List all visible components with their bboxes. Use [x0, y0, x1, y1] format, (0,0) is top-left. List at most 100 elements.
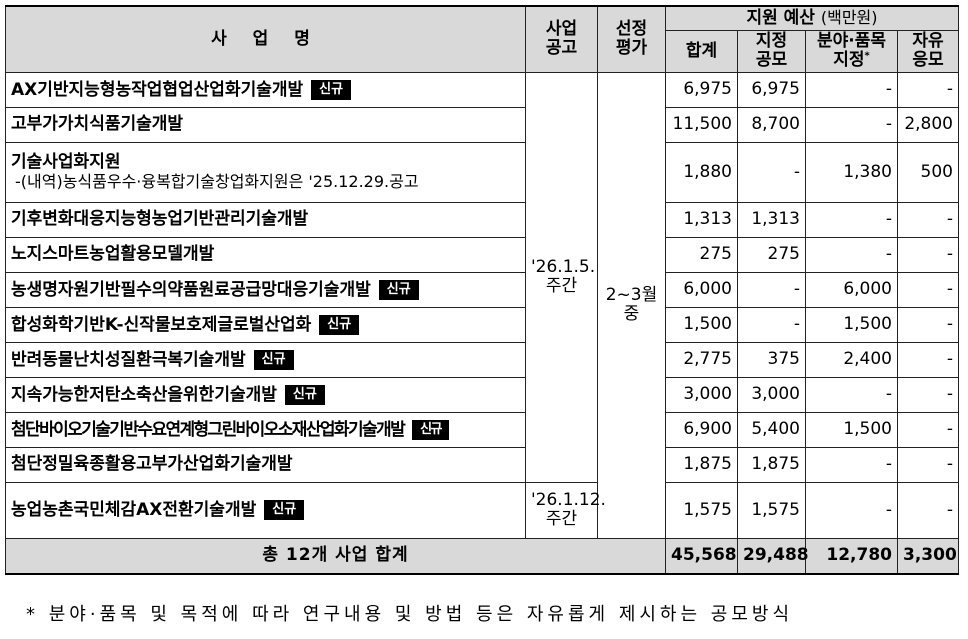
- announcement-cell: '26.1.12. 주간: [525, 481, 606, 539]
- budget-free-cell: -: [897, 446, 959, 483]
- project-name-cell: 기후변화대응지능형농업기반관리기술개발: [5, 201, 526, 238]
- project-name-cell: 첨단정밀육종활용고부가산업화기술개발: [5, 446, 526, 483]
- project-name: 노지스마트농업활용모델개발: [11, 244, 215, 264]
- project-name-cell: 노지스마트농업활용모델개발: [5, 236, 526, 273]
- budget-field-item-cell: -: [805, 446, 898, 483]
- budget-field-item-cell: 1,500: [805, 411, 898, 448]
- project-name: 합성화학기반K-신작물보호제글로벌산업화: [11, 314, 312, 335]
- budget-total-cell: 1,875: [665, 446, 738, 483]
- footnote: * 분야·품목 및 목적에 따라 연구내용 및 방법 등은 자유롭게 제시하는 …: [26, 604, 794, 625]
- budget-total-cell: 1,575: [665, 481, 738, 539]
- project-name-cell: 농업농촌국민체감AX전환기술개발 신규: [5, 481, 526, 539]
- project-name: 지속가능한저탄소축산을위한기술개발: [11, 384, 277, 405]
- budget-total-cell: 11,500: [665, 106, 738, 143]
- budget-free-cell: -: [897, 341, 959, 378]
- total-designated-cell: 29,488: [737, 537, 809, 575]
- project-sub-note: -(내역)농식품우수·융복합기술창업화지원은 '25.12.29.공고: [15, 172, 419, 191]
- budget-free-cell: -: [897, 481, 959, 539]
- table-row: 기술사업화지원 -(내역)농식품우수·융복합기술창업화지원은 '25.12.29.…: [5, 141, 959, 203]
- project-name-cell: 합성화학기반K-신작물보호제글로벌산업화 신규: [5, 306, 526, 343]
- announcement-cell: '26.1.5. 주간: [525, 71, 598, 483]
- budget-designated-cell: 5,400: [737, 411, 806, 448]
- budget-total-cell: 1,880: [665, 141, 738, 203]
- project-name-cell: 첨단바이오기술기반수요연계형그린바이오소재산업화기술개발 신규: [5, 411, 526, 448]
- budget-total-cell: 6,900: [665, 411, 738, 448]
- budget-designated-cell: 6,975: [737, 71, 806, 108]
- evaluation-cell: 2~3월 중: [597, 71, 666, 539]
- project-name: 농업농촌국민체감AX전환기술개발: [11, 500, 257, 520]
- budget-total-cell: 6,000: [665, 271, 738, 308]
- budget-field-item-cell: -: [805, 376, 898, 413]
- budget-free-cell: -: [897, 71, 959, 108]
- budget-designated-cell: 3,000: [737, 376, 806, 413]
- project-name-cell: 지속가능한저탄소축산을위한기술개발 신규: [5, 376, 526, 413]
- table-row: AX기반지능형농작업협업산업화기술개발 신규 '26.1.5. 주간 2~3월 중 6,97…: [5, 71, 959, 539]
- budget-free-cell: -: [897, 376, 959, 413]
- table-row: 농업농촌국민체감AX전환기술개발 신규 '26.1.12. 주간 1,575 1,575-…: [5, 481, 959, 539]
- project-name-cell: 고부가가치식품기술개발: [5, 106, 526, 143]
- table-row: 지속가능한저탄소축산을위한기술개발 신규 3,000 3,000- -: [5, 376, 959, 413]
- total-free-cell: 3,300: [897, 537, 959, 575]
- budget-designated-cell: 375: [737, 341, 806, 378]
- budget-total-cell: 2,775: [665, 341, 738, 378]
- new-badge: 신규: [264, 500, 305, 520]
- total-label: 총 12개 사업 합계: [5, 537, 666, 575]
- header-project-name: 사 업 명: [5, 5, 526, 73]
- header-budget-unit: (백만원): [820, 8, 878, 28]
- table-row: 농생명자원기반필수의약품원료공급망대응기술개발 신규 6,000-6,000-: [5, 271, 959, 308]
- project-name: 기술사업화지원: [11, 152, 121, 172]
- total-total-cell: 45,568: [665, 537, 738, 575]
- table-row: 첨단바이오기술기반수요연계형그린바이오소재산업화기술개발 신규 6,900 5,400…: [5, 411, 959, 448]
- project-name: 고부가가치식품기술개발: [11, 114, 184, 134]
- budget-field-item-cell: -: [805, 236, 898, 273]
- budget-field-item-cell: -: [805, 71, 898, 108]
- budget-field-item-cell: -: [805, 106, 898, 143]
- budget-designated-cell: -: [737, 141, 806, 203]
- project-name: 첨단바이오기술기반수요연계형그린바이오소재산업화기술개발: [11, 419, 406, 440]
- header-designated: 지정 공모: [737, 29, 806, 73]
- budget-total-cell: 1,313: [665, 201, 738, 238]
- budget-designated-cell: 8,700: [737, 106, 806, 143]
- budget-table: 사 업 명 사업 공고 선정 평가 지원 예산 (백만원) 합계 지정 공모 분야·품…: [5, 5, 959, 575]
- budget-field-item-cell: 6,000: [805, 271, 898, 308]
- table-row: 기후변화대응지능형농업기반관리기술개발 1,313 1,313- -: [5, 201, 959, 238]
- project-name-cell: 반려동물난치성질환극복기술개발 신규: [5, 341, 526, 378]
- budget-total-cell: 275: [665, 236, 738, 273]
- project-name-cell: AX기반지능형농작업협업산업화기술개발 신규: [5, 71, 526, 108]
- project-name: AX기반지능형농작업협업산업화기술개발: [11, 79, 304, 100]
- table-row: 반려동물난치성질환극복기술개발 신규 2,775 375 2,400-: [5, 341, 959, 378]
- table-row: 고부가가치식품기술개발 11,500 8,700-2,800: [5, 106, 959, 143]
- budget-field-item-cell: 1,380: [805, 141, 898, 203]
- header-free: 자유 응모: [897, 29, 959, 73]
- budget-designated-cell: -: [737, 271, 806, 308]
- budget-designated-cell: 275: [737, 236, 806, 273]
- new-badge: 신규: [311, 79, 352, 100]
- header-evaluation: 선정 평가: [597, 5, 666, 73]
- new-badge: 신규: [284, 384, 325, 405]
- budget-designated-cell: 1,575: [737, 481, 806, 539]
- new-badge: 신규: [412, 419, 449, 440]
- budget-free-cell: 500: [897, 141, 959, 203]
- budget-designated-cell: 1,313: [737, 201, 806, 238]
- budget-free-cell: -: [897, 271, 959, 308]
- budget-field-item-cell: -: [805, 481, 898, 539]
- project-name-cell: 기술사업화지원 -(내역)농식품우수·융복합기술창업화지원은 '25.12.29.…: [5, 141, 526, 203]
- budget-total-cell: 1,500: [665, 306, 738, 343]
- table-row: 첨단정밀육종활용고부가산업화기술개발 1,875 1,875- -: [5, 446, 959, 483]
- budget-free-cell: -: [897, 306, 959, 343]
- total-row: 총 12개 사업 합계 45,568 29,488 12,780 3,300: [5, 537, 959, 575]
- budget-field-item-cell: 1,500: [805, 306, 898, 343]
- project-name: 농생명자원기반필수의약품원료공급망대응기술개발: [11, 279, 371, 300]
- new-badge: 신규: [319, 314, 360, 335]
- budget-total-cell: 3,000: [665, 376, 738, 413]
- header-budget: 지원 예산 (백만원): [665, 5, 959, 31]
- budget-free-cell: 2,800: [897, 106, 959, 143]
- project-name: 첨단정밀육종활용고부가산업화기술개발: [11, 454, 293, 474]
- header-announcement: 사업 공고: [525, 5, 598, 73]
- budget-free-cell: -: [897, 201, 959, 238]
- table-body: AX기반지능형농작업협업산업화기술개발 신규 '26.1.5. 주간 2~3월 중 6,97…: [5, 71, 959, 575]
- budget-field-item-cell: -: [805, 201, 898, 238]
- budget-free-cell: -: [897, 411, 959, 448]
- new-badge: 신규: [378, 279, 419, 300]
- project-name: 반려동물난치성질환극복기술개발: [11, 349, 246, 370]
